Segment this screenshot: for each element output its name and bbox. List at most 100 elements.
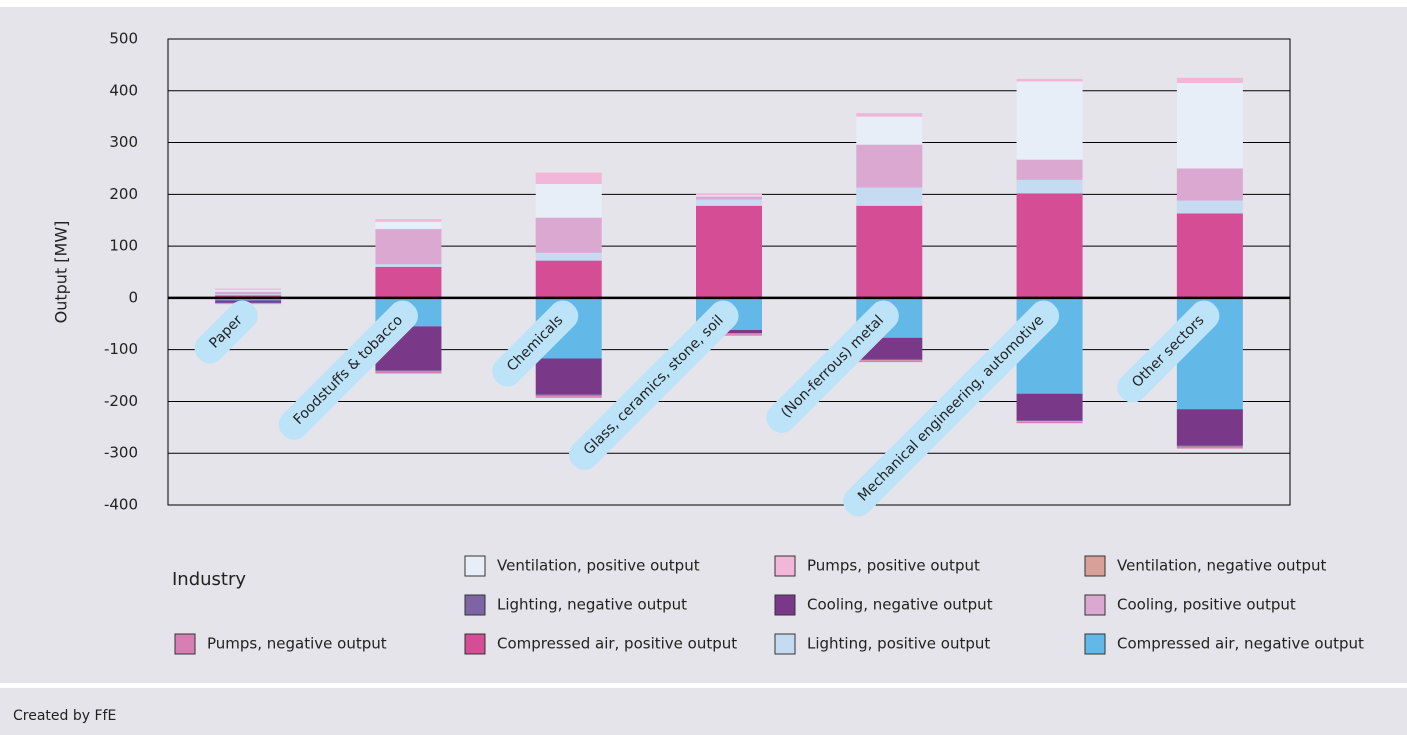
legend-label: Compressed air, positive output — [497, 635, 737, 653]
bar-segment — [215, 295, 282, 298]
y-tick-label: 200 — [109, 185, 138, 203]
category-pill — [843, 300, 1060, 517]
bar-segment — [856, 358, 923, 361]
legend-swatch — [1084, 633, 1106, 655]
legend-swatch — [1084, 555, 1106, 577]
category-pill — [568, 300, 739, 471]
plot-border — [167, 38, 1291, 506]
bar-segment — [1016, 179, 1083, 194]
bar-segment — [535, 172, 602, 184]
bar-segment — [375, 370, 442, 372]
legend-label: Ventilation, negative output — [1117, 557, 1326, 575]
bar-segment — [856, 360, 923, 361]
legend-swatch — [464, 555, 486, 577]
y-tick-label: 400 — [109, 81, 138, 99]
bar-segment — [696, 196, 762, 200]
legend-label: Pumps, positive output — [807, 557, 980, 575]
bar-segment — [535, 217, 602, 253]
bar-segment — [535, 260, 602, 298]
bar-segment — [535, 394, 602, 396]
bar-segment — [535, 183, 602, 218]
bar-segment — [375, 371, 442, 374]
legend-swatch — [1084, 594, 1106, 616]
bar-segment — [535, 252, 602, 261]
bar-segment — [535, 395, 602, 397]
legend-swatch — [174, 633, 196, 655]
bar-segment — [375, 264, 442, 267]
legend-label: Cooling, positive output — [1117, 596, 1296, 614]
category-pill — [766, 300, 899, 433]
legend-swatch — [464, 633, 486, 655]
category-pill — [194, 300, 258, 364]
bar-segment — [215, 290, 282, 292]
bar-segment — [215, 297, 282, 301]
bar-segment — [215, 291, 282, 295]
bar-segment — [1176, 409, 1243, 446]
bar-segment — [1016, 393, 1083, 421]
bar-segment — [856, 113, 923, 117]
bar-segment — [1176, 77, 1243, 84]
bar-segment — [1016, 421, 1083, 424]
y-axis-label: Output [MW] — [52, 221, 71, 324]
legend-swatch — [774, 594, 796, 616]
category-pill — [278, 300, 418, 440]
bar-segment — [375, 266, 442, 298]
footer-panel — [0, 688, 1407, 735]
bar-segment — [696, 195, 762, 197]
bar-segment — [1176, 83, 1243, 169]
bar-segment — [375, 371, 442, 372]
bar-segment — [215, 294, 282, 296]
bar-segment — [696, 329, 762, 334]
bar-segment — [856, 205, 923, 298]
legend-label: Ventilation, positive output — [497, 557, 700, 575]
bar-segment — [1016, 78, 1083, 82]
bar-segment — [696, 333, 762, 334]
legend-label: Lighting, negative output — [497, 596, 687, 614]
bar-segment — [696, 333, 762, 335]
bar-segment — [1016, 81, 1083, 160]
category-pill — [1117, 300, 1220, 403]
bar-segment — [215, 288, 282, 291]
legend-swatch — [774, 633, 796, 655]
y-tick-label: 0 — [128, 288, 138, 306]
legend-swatch — [464, 594, 486, 616]
legend-label: Lighting, positive output — [807, 635, 990, 653]
bar-segment — [1176, 446, 1243, 448]
bar-segment — [1176, 445, 1243, 447]
bar-segment — [1016, 420, 1083, 422]
y-tick-label: 500 — [109, 30, 138, 48]
bar-segment — [1176, 447, 1243, 449]
bar-segment — [375, 229, 442, 265]
category-pill — [492, 300, 579, 387]
bar-segment — [696, 193, 762, 196]
bar-segment — [375, 219, 442, 222]
y-tick-label: -200 — [104, 392, 138, 410]
bar-segment — [696, 205, 762, 298]
y-tick-label: 300 — [109, 133, 138, 151]
bar-segment — [375, 221, 442, 230]
bar-segment — [696, 199, 762, 206]
legend-label: Cooling, negative output — [807, 596, 993, 614]
legend-label: Compressed air, negative output — [1117, 635, 1364, 653]
bar-segment — [856, 116, 923, 145]
bar-segment — [1176, 200, 1243, 214]
bar-segment — [1016, 421, 1083, 422]
bar-segment — [1176, 168, 1243, 201]
bar-segment — [535, 358, 602, 395]
bar-segment — [1016, 193, 1083, 298]
bar-segment — [215, 300, 282, 303]
y-tick-label: -100 — [104, 340, 138, 358]
x-axis-label: Industry — [172, 569, 246, 590]
bar-segment — [535, 396, 602, 398]
bar-segment — [856, 360, 923, 363]
bar-segment — [856, 187, 923, 206]
legend-label: Pumps, negative output — [207, 635, 387, 653]
legend-swatch — [774, 555, 796, 577]
bar-segment — [856, 144, 923, 188]
bar-segment — [1176, 213, 1243, 298]
bar-segment — [1016, 159, 1083, 180]
footer: Created by FfE — [13, 708, 116, 724]
y-tick-label: 100 — [109, 237, 138, 255]
